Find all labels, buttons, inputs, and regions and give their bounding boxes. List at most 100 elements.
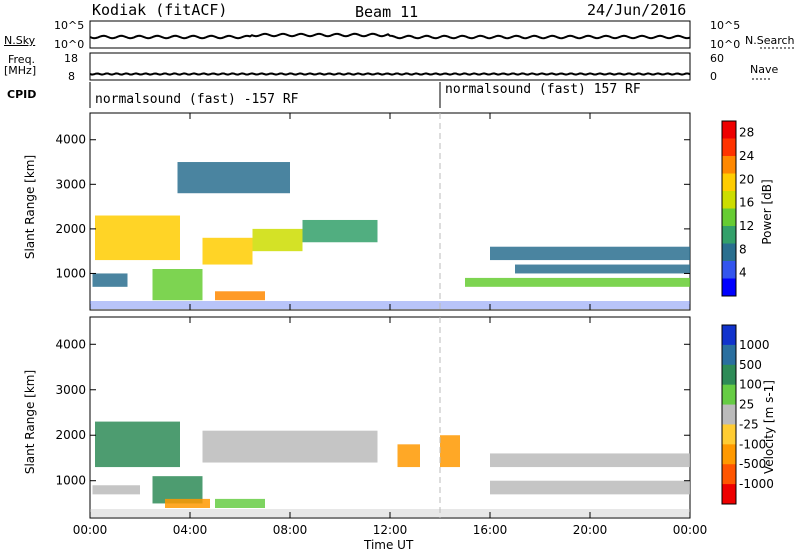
velocity-colorbar-tick-6: -500 — [739, 457, 766, 471]
freq-series-line — [89, 72, 691, 76]
power-region-2 — [202, 237, 253, 265]
power-colorbar-swatch-8 — [722, 261, 736, 279]
power-region-7 — [92, 273, 128, 287]
nsearch-label: N.Search — [745, 34, 795, 47]
power-ytick-label-1: 2000 — [55, 222, 86, 236]
cpid-panel-frame — [90, 82, 690, 108]
power-region-1 — [152, 268, 203, 301]
power-colorbar-swatch-1 — [722, 138, 736, 157]
date-label: 24/Jun/2016 — [587, 1, 687, 19]
power-region-5 — [215, 291, 265, 301]
velocity-xtick-label-0: 00:00 — [73, 523, 108, 537]
power-colorbar — [721, 120, 737, 297]
velocity-region-5 — [397, 444, 420, 468]
velocity-xtick-label-4: 16:00 — [473, 523, 508, 537]
x-axis-label: Time UT — [364, 538, 414, 552]
nsearch-tick-top: 10^5 — [710, 19, 741, 32]
cpid-label: CPID — [7, 88, 37, 101]
power-region-6 — [177, 162, 290, 194]
velocity-region-3 — [165, 498, 210, 508]
power-colorbar-swatch-0 — [722, 121, 736, 139]
velocity-colorbar-swatch-0 — [722, 325, 736, 346]
velocity-colorbar-swatch-8 — [722, 484, 736, 505]
power-region-10 — [515, 264, 690, 274]
velocity-xtick-label-1: 04:00 — [173, 523, 208, 537]
beam-label: Beam 11 — [355, 3, 419, 21]
velocity-ytick-label-0: 1000 — [55, 474, 86, 488]
velocity-xtick-label-3: 12:00 — [373, 523, 408, 537]
power-region-0 — [95, 215, 180, 261]
nsky-series-line — [89, 32, 691, 40]
velocity-colorbar-swatch-1 — [722, 344, 736, 366]
freq-panel-frame — [89, 52, 691, 81]
velocity-colorbar-tick-7: -1000 — [739, 477, 774, 491]
velocity-region-8 — [490, 453, 690, 468]
nave-tick-bottom: 0 — [710, 70, 717, 83]
power-ytick-label-0: 1000 — [55, 266, 86, 280]
power-colorbar-frame — [721, 120, 737, 297]
velocity-colorbar-swatch-6 — [722, 444, 736, 465]
velocity-xtick-label-2: 08:00 — [273, 523, 308, 537]
velocity-ytick-label-3: 4000 — [55, 337, 86, 351]
velocity-colorbar-frame — [721, 324, 737, 505]
nsky-label: N.Sky — [4, 34, 36, 47]
freq-unit: [MHz] — [4, 64, 37, 77]
velocity-region-2 — [202, 430, 378, 463]
power-region-9 — [490, 246, 690, 261]
velocity-colorbar-tick-2: 100 — [739, 378, 762, 392]
power-ytick-label-2: 3000 — [55, 177, 86, 191]
power-colorbar-tick-4: 20 — [739, 172, 754, 186]
power-ytick-label-3: 4000 — [55, 133, 86, 147]
velocity-region-7 — [490, 480, 690, 495]
nsky-tick-bottom: 10^0 — [54, 38, 85, 51]
velocity-colorbar-tick-4: -25 — [739, 417, 759, 431]
power-colorbar-swatch-6 — [722, 226, 736, 244]
velocity-colorbar-swatch-2 — [722, 364, 736, 386]
velocity-colorbar-swatch-7 — [722, 464, 736, 485]
nsearch-tick-bottom: 10^0 — [710, 38, 741, 51]
freq-label: Freq. — [8, 53, 36, 66]
power-colorbar-label: Power [dB] — [760, 179, 774, 245]
power-colorbar-swatch-4 — [722, 191, 736, 209]
station-title: Kodiak (fitACF) — [92, 1, 228, 19]
nave-label: Nave — [750, 63, 779, 76]
power-colorbar-tick-2: 12 — [739, 219, 754, 233]
power-region-8 — [465, 277, 690, 287]
power-colorbar-tick-0: 4 — [739, 266, 747, 280]
freq-tick-bottom: 8 — [68, 70, 75, 83]
velocity-xtick-label-6: 00:00 — [673, 523, 708, 537]
power-colorbar-swatch-7 — [722, 243, 736, 262]
power-colorbar-tick-3: 16 — [739, 196, 754, 210]
velocity-colorbar-tick-1: 500 — [739, 358, 762, 372]
velocity-ylabel: Slant Range [km] — [23, 369, 37, 475]
velocity-colorbar-swatch-5 — [722, 424, 736, 445]
velocity-colorbar-tick-0: 1000 — [739, 338, 770, 352]
power-colorbar-swatch-2 — [722, 156, 736, 174]
velocity-colorbar-tick-3: 25 — [739, 398, 754, 412]
nave-tick-top: 60 — [710, 52, 724, 65]
velocity-region-0 — [95, 421, 180, 468]
power-colorbar-swatch-5 — [722, 208, 736, 227]
velocity-region-4 — [215, 498, 265, 508]
velocity-colorbar-tick-5: -100 — [739, 437, 766, 451]
velocity-ytick-label-2: 3000 — [55, 383, 86, 397]
velocity-xtick-label-5: 20:00 — [573, 523, 608, 537]
power-ylabel: Slant Range [km] — [23, 154, 37, 260]
velocity-region-6 — [440, 435, 460, 468]
nsky-panel-frame — [89, 20, 691, 49]
velocity-colorbar-swatch-4 — [722, 404, 736, 425]
freq-tick-top: 18 — [64, 52, 78, 65]
power-region-3 — [252, 228, 303, 252]
velocity-ytick-label-1: 2000 — [55, 428, 86, 442]
velocity-colorbar-swatch-3 — [722, 384, 736, 406]
nsky-tick-top: 10^5 — [54, 19, 85, 32]
power-region-4 — [302, 219, 378, 243]
cpid-segment-2: normalsound (fast) 157 RF — [445, 82, 641, 97]
power-colorbar-tick-1: 8 — [739, 242, 747, 256]
power-colorbar-swatch-9 — [722, 278, 736, 297]
velocity-colorbar — [721, 324, 737, 505]
power-colorbar-tick-5: 24 — [739, 149, 754, 163]
power-colorbar-tick-6: 28 — [739, 126, 754, 140]
cpid-segment-1: normalsound (fast) -157 RF — [95, 92, 299, 107]
